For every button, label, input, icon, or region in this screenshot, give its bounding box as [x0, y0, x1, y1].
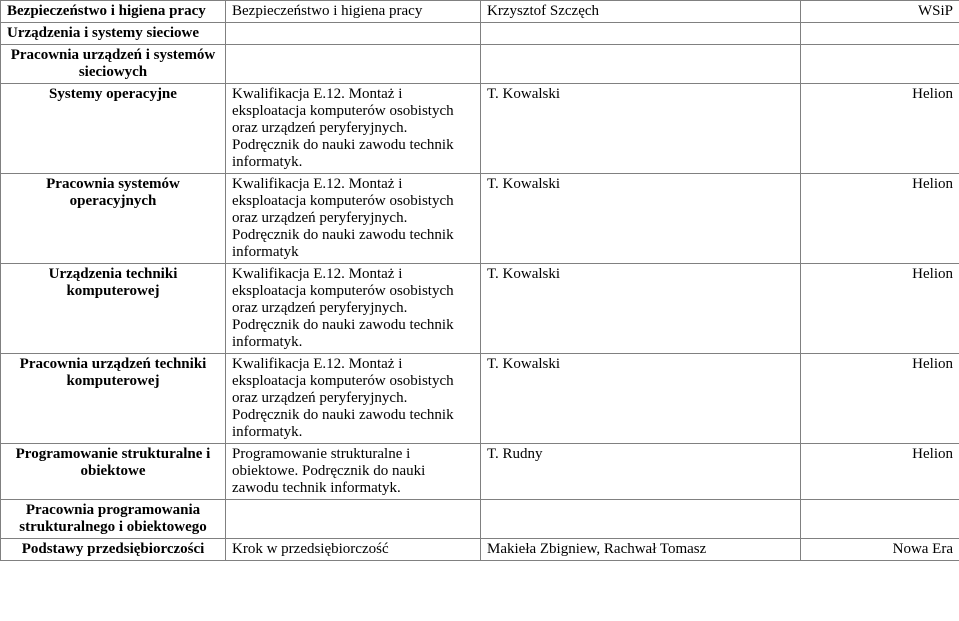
title-cell: Programowanie strukturalne i obiektowe. … [226, 444, 481, 500]
textbook-table: Bezpieczeństwo i higiena pracyBezpieczeń… [0, 0, 959, 561]
title-cell: Kwalifikacja E.12. Montaż i eksploatacja… [226, 84, 481, 174]
publisher-cell: Nowa Era [801, 539, 959, 561]
title-cell: Krok w przedsiębiorczość [226, 539, 481, 561]
subject-cell: Systemy operacyjne [1, 84, 226, 174]
publisher-cell: Helion [801, 354, 959, 444]
publisher-cell: WSiP [801, 1, 959, 23]
subject-cell: Pracownia programowania strukturalnego i… [1, 500, 226, 539]
author-cell: T. Rudny [481, 444, 801, 500]
subject-cell: Podstawy przedsiębiorczości [1, 539, 226, 561]
author-cell: T. Kowalski [481, 174, 801, 264]
table-row: Pracownia programowania strukturalnego i… [1, 500, 959, 539]
subject-cell: Urządzenia techniki komputerowej [1, 264, 226, 354]
table-row: Urządzenia i systemy sieciowe [1, 23, 959, 45]
table-row: Bezpieczeństwo i higiena pracyBezpieczeń… [1, 1, 959, 23]
author-cell: T. Kowalski [481, 84, 801, 174]
publisher-cell [801, 45, 959, 84]
author-cell [481, 500, 801, 539]
subject-cell: Bezpieczeństwo i higiena pracy [1, 1, 226, 23]
author-cell [481, 45, 801, 84]
title-cell: Kwalifikacja E.12. Montaż i eksploatacja… [226, 264, 481, 354]
table-row: Podstawy przedsiębiorczościKrok w przeds… [1, 539, 959, 561]
table-row: Programowanie strukturalne i obiektowePr… [1, 444, 959, 500]
subject-cell: Pracownia urządzeń techniki komputerowej [1, 354, 226, 444]
author-cell: Makieła Zbigniew, Rachwał Tomasz [481, 539, 801, 561]
publisher-cell: Helion [801, 174, 959, 264]
table-row: Pracownia urządzeń i systemów sieciowych [1, 45, 959, 84]
subject-cell: Urządzenia i systemy sieciowe [1, 23, 226, 45]
title-cell [226, 500, 481, 539]
title-cell: Kwalifikacja E.12. Montaż i eksploatacja… [226, 354, 481, 444]
author-cell [481, 23, 801, 45]
publisher-cell: Helion [801, 264, 959, 354]
author-cell: Krzysztof Szczęch [481, 1, 801, 23]
title-cell: Kwalifikacja E.12. Montaż i eksploatacja… [226, 174, 481, 264]
author-cell: T. Kowalski [481, 264, 801, 354]
table-row: Systemy operacyjneKwalifikacja E.12. Mon… [1, 84, 959, 174]
table-row: Urządzenia techniki komputerowejKwalifik… [1, 264, 959, 354]
title-cell [226, 23, 481, 45]
subject-cell: Programowanie strukturalne i obiektowe [1, 444, 226, 500]
subject-cell: Pracownia systemów operacyjnych [1, 174, 226, 264]
title-cell: Bezpieczeństwo i higiena pracy [226, 1, 481, 23]
publisher-cell: Helion [801, 84, 959, 174]
subject-cell: Pracownia urządzeń i systemów sieciowych [1, 45, 226, 84]
title-cell [226, 45, 481, 84]
publisher-cell [801, 500, 959, 539]
table-row: Pracownia systemów operacyjnychKwalifika… [1, 174, 959, 264]
publisher-cell: Helion [801, 444, 959, 500]
author-cell: T. Kowalski [481, 354, 801, 444]
table-row: Pracownia urządzeń techniki komputerowej… [1, 354, 959, 444]
publisher-cell [801, 23, 959, 45]
